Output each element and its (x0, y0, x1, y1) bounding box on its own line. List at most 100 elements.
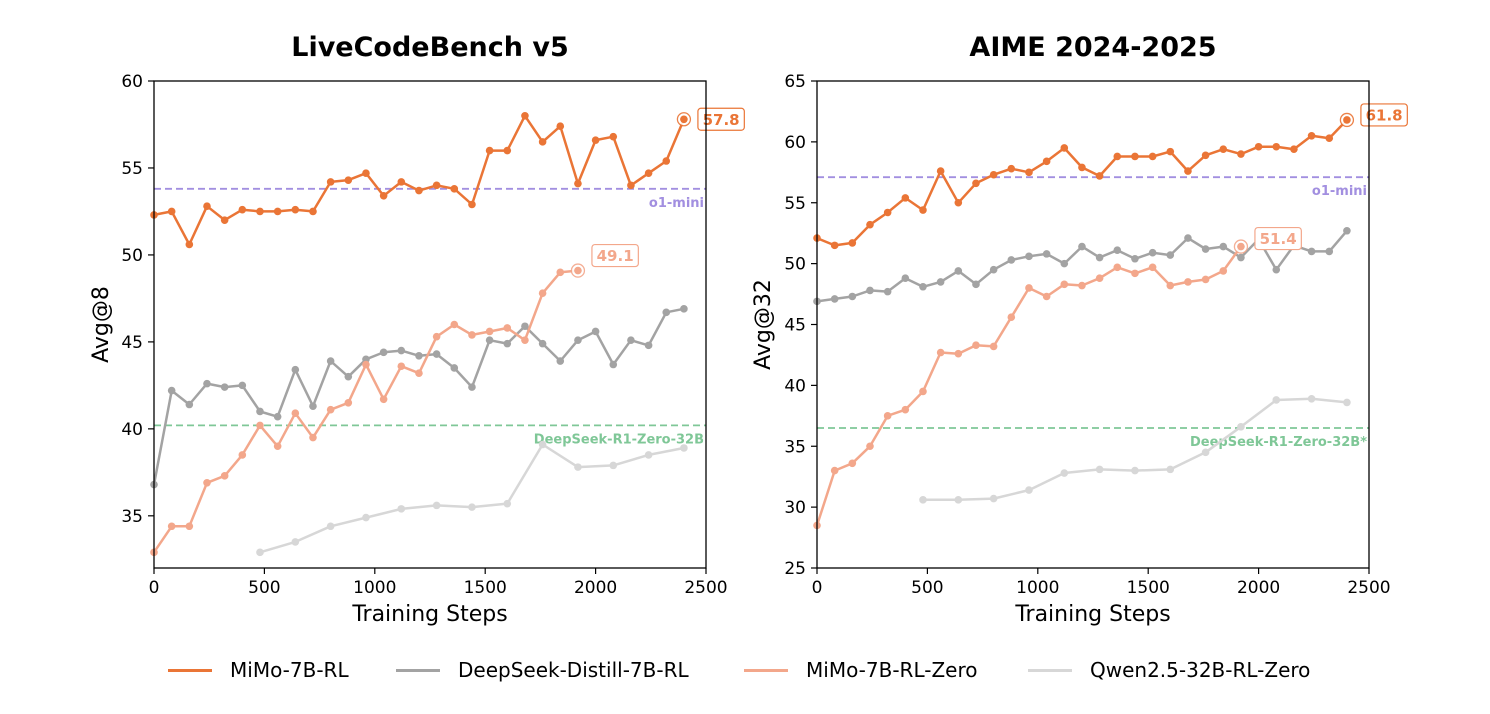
x-tick-label: 1000 (1016, 578, 1059, 598)
data-point (883, 287, 892, 296)
data-point (185, 400, 194, 409)
data-point (1166, 465, 1175, 474)
legend-item-qwen25-32b-rl-zero: Qwen2.5-32B-RL-Zero (1028, 652, 1310, 688)
legend-swatch (1028, 668, 1072, 672)
data-point (662, 157, 671, 165)
data-point (1237, 422, 1245, 431)
data-point (1113, 263, 1122, 272)
data-point (397, 362, 406, 371)
data-point (1007, 256, 1016, 264)
data-point (167, 386, 176, 395)
y-tick-label: 55 (784, 194, 806, 214)
data-point (326, 522, 335, 531)
reference-label-o1-mini: o1-mini (1312, 184, 1367, 199)
data-point (1148, 263, 1157, 272)
x-tick-label: 1500 (1127, 578, 1170, 598)
data-point (1201, 448, 1210, 457)
data-label: 57.8 (703, 111, 740, 129)
data-point (538, 138, 547, 146)
data-point (1343, 398, 1351, 407)
data-label: 49.1 (597, 247, 634, 265)
data-label-box (1360, 103, 1408, 127)
data-point (591, 136, 600, 144)
data-point (1042, 250, 1051, 258)
series-line-mimo-7b-rl (816, 119, 1348, 247)
data-point (309, 402, 317, 411)
data-point (1025, 486, 1033, 494)
data-point (167, 207, 176, 216)
data-point (362, 513, 370, 522)
data-point (1025, 252, 1033, 261)
data-point (972, 341, 980, 349)
data-point (397, 505, 406, 513)
data-point (432, 332, 441, 341)
data-point (344, 372, 353, 381)
y-tick-label: 45 (121, 333, 143, 353)
y-tick-label: 60 (784, 133, 806, 153)
data-point (972, 280, 980, 289)
legend-label: MiMo-7B-RL-Zero (806, 658, 978, 682)
data-point (468, 383, 476, 391)
data-point (1095, 465, 1104, 474)
data-point (432, 181, 441, 190)
data-label-box (697, 107, 745, 131)
data-point (521, 111, 529, 120)
series-line-mimo-7b-rl-zero (152, 269, 579, 554)
x-tick-label: 500 (911, 578, 943, 598)
data-point (1307, 247, 1316, 256)
data-point (866, 442, 874, 451)
data-point (415, 369, 423, 378)
data-point (1148, 152, 1157, 161)
data-point (1184, 278, 1192, 286)
data-point (830, 241, 839, 250)
y-tick-label: 35 (121, 507, 143, 527)
data-point (919, 206, 927, 214)
data-point (866, 220, 874, 229)
data-point (1272, 396, 1281, 404)
data-point (1060, 144, 1069, 152)
data-point (256, 407, 264, 416)
data-point (830, 295, 839, 303)
data-point (591, 327, 600, 336)
plot-frame (816, 80, 1370, 569)
data-point (1201, 151, 1210, 160)
data-point (379, 395, 388, 404)
data-point (1237, 242, 1245, 251)
data-point (919, 496, 927, 504)
chart-aime: AIME 2024-2025 o1-mini DeepSeek-R1-Zero-32… (751, 32, 1408, 627)
data-point (936, 348, 945, 357)
y-tick-label: 35 (784, 437, 806, 457)
data-point (485, 146, 494, 155)
data-point (220, 383, 229, 391)
legend-item-mimo-7b-rl: MiMo-7B-RL (168, 652, 349, 688)
data-point (397, 346, 406, 355)
data-point (989, 170, 998, 179)
data-point (238, 381, 247, 390)
x-axis-label: Training Steps (1014, 602, 1170, 627)
data-point (680, 115, 688, 124)
data-point (1343, 116, 1351, 124)
data-point (1095, 253, 1104, 262)
data-point (1272, 142, 1281, 151)
data-point (538, 339, 547, 348)
data-point (954, 267, 963, 275)
x-tick-label: 2500 (1347, 578, 1390, 598)
y-tick-label: 40 (784, 376, 806, 396)
data-point (644, 341, 653, 350)
data-point (220, 216, 229, 224)
data-point (609, 360, 618, 369)
data-point (901, 274, 910, 283)
data-point (238, 451, 247, 459)
legend-item-deepseek-distill-7b-rl: DeepSeek-Distill-7B-RL (396, 652, 689, 688)
legend: MiMo-7B-RL DeepSeek-Distill-7B-RL MiMo-7… (0, 652, 1490, 688)
data-point (485, 336, 494, 344)
data-point (1237, 253, 1245, 262)
data-point (936, 167, 945, 175)
plot-frame (153, 80, 707, 569)
data-point (1201, 275, 1210, 284)
legend-swatch (168, 668, 212, 672)
data-point (432, 350, 441, 358)
data-point (1007, 313, 1016, 321)
data-point (203, 202, 211, 211)
x-tick-label: 1000 (353, 578, 396, 598)
